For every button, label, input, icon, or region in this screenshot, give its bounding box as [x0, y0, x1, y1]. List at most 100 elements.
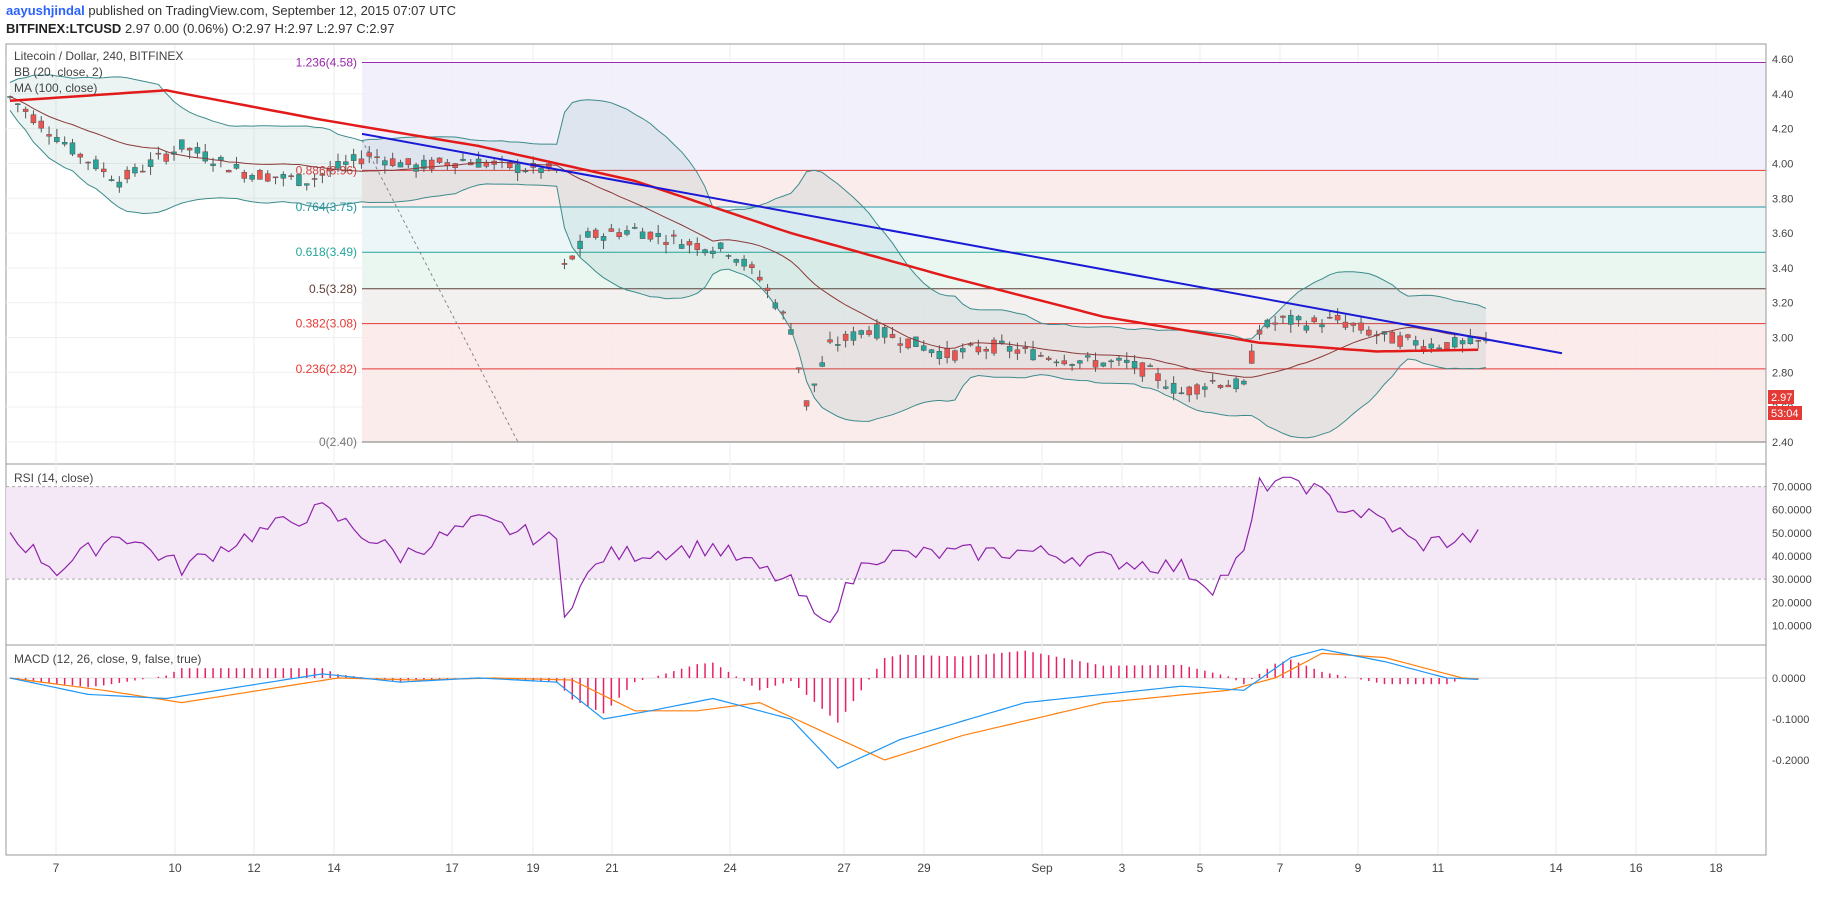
candlesticks [7, 95, 1489, 411]
candle-body [405, 158, 412, 165]
candle-body [1163, 386, 1169, 389]
rsi-band [6, 486, 1766, 580]
candle-body [366, 152, 372, 157]
author-link[interactable]: aayushjindal [6, 3, 85, 18]
candle-body [22, 108, 29, 112]
candle-body [811, 383, 818, 386]
price-tick-label: 2.40 [1772, 437, 1793, 449]
ma-legend[interactable]: MA (100, close) [14, 81, 97, 95]
candle-body [483, 162, 490, 167]
candle-body [54, 136, 60, 143]
candle-body [780, 311, 786, 314]
candle-body [1256, 329, 1263, 335]
candle-body [756, 276, 763, 281]
candle-body [1428, 343, 1435, 349]
time-tick-label: 21 [605, 861, 619, 875]
bb-basis-line [9, 96, 1487, 378]
candle-body [796, 367, 802, 370]
candle-body [428, 159, 435, 170]
candle-body [264, 173, 271, 182]
resistance-trendline [361, 132, 1563, 355]
time-tick-label: 14 [327, 861, 341, 875]
time-tick-label: 17 [445, 861, 459, 875]
candle-body [1209, 380, 1216, 382]
candle-body [1280, 315, 1286, 318]
bb-legend[interactable]: BB (20, close, 2) [14, 65, 103, 79]
candle-body [140, 170, 146, 173]
candle-body [15, 103, 21, 105]
macd-pane[interactable] [5, 644, 1767, 856]
macd-indicator [6, 648, 1766, 769]
candle-body [358, 158, 365, 165]
rsi-legend[interactable]: RSI (14, close) [14, 471, 93, 485]
chart-canvas[interactable]: 1.236(4.58) 0.886(3.96) 0.764(3.75) 0.618(3… [0, 42, 1824, 907]
candle-body [866, 330, 872, 335]
candle-body [1225, 384, 1232, 388]
candle-body [311, 178, 318, 180]
candle-body [905, 338, 911, 349]
candle-body [288, 175, 294, 177]
candle-body [967, 343, 974, 346]
candle-body [1241, 380, 1247, 385]
candle-body [1170, 382, 1177, 394]
fib-level-label: 0.236(2.82) [296, 362, 357, 376]
candle-body [913, 336, 919, 347]
candle-body [577, 240, 583, 249]
fib-level-label: 0.618(3.49) [296, 245, 357, 259]
candle-body [421, 159, 427, 169]
candle-body [61, 142, 68, 145]
candle-body [46, 134, 52, 137]
time-tick-label: 19 [526, 861, 540, 875]
candle-body [983, 349, 989, 352]
rsi-tick-label: 40.0000 [1772, 551, 1812, 563]
candle-body [671, 234, 677, 237]
candle-body [319, 173, 326, 176]
candle-body [920, 345, 927, 351]
macd-legend[interactable]: MACD (12, 26, close, 9, false, true) [14, 652, 201, 666]
candle-body [710, 250, 716, 255]
candle-body [1077, 360, 1083, 364]
time-tick-label: Sep [1031, 861, 1053, 875]
candle-body [257, 170, 263, 180]
candle-body [764, 287, 771, 291]
candle-body [1108, 360, 1114, 363]
candle-body [1288, 315, 1294, 325]
candle-body [1311, 317, 1317, 323]
candle-body [733, 259, 740, 263]
fib-zone [362, 252, 1766, 289]
candle-body [1092, 360, 1099, 368]
rsi-tick-label: 30.0000 [1772, 574, 1812, 586]
candle-body [1186, 386, 1192, 396]
candle-body [124, 169, 130, 180]
candle-body [842, 333, 849, 341]
candle-body [1053, 361, 1060, 364]
candle-body [1444, 342, 1450, 350]
candle-body [678, 244, 685, 249]
candle-body [108, 179, 115, 181]
candle-body [397, 162, 404, 168]
candle-body [1295, 316, 1302, 321]
last-price-badge [1768, 390, 1794, 404]
candle-body [1217, 385, 1224, 388]
candle-body [975, 346, 982, 353]
candle-body [1131, 361, 1138, 369]
candle-body [538, 168, 544, 173]
candle-body [952, 350, 958, 361]
last-price-text: 2.97 [1771, 392, 1792, 404]
price-tick-label: 2.80 [1772, 367, 1793, 379]
candle-body [1397, 335, 1403, 347]
candle-body [100, 168, 107, 173]
price-tick-label: 3.80 [1772, 193, 1793, 205]
candle-body [1155, 373, 1161, 381]
candle-body [991, 339, 997, 354]
macd-tick-label: -0.2000 [1772, 755, 1809, 767]
fibonacci-retracement[interactable]: 1.236(4.58) 0.886(3.96) 0.764(3.75) 0.618(3… [296, 55, 1766, 449]
candle-body [827, 339, 833, 343]
macd-signal-line [9, 652, 1479, 761]
candle-body [186, 147, 193, 151]
candle-body [1459, 340, 1466, 345]
candle-body [639, 231, 646, 239]
candle-body [1405, 334, 1411, 338]
candle-body [1147, 365, 1153, 367]
candle-body [436, 157, 443, 163]
